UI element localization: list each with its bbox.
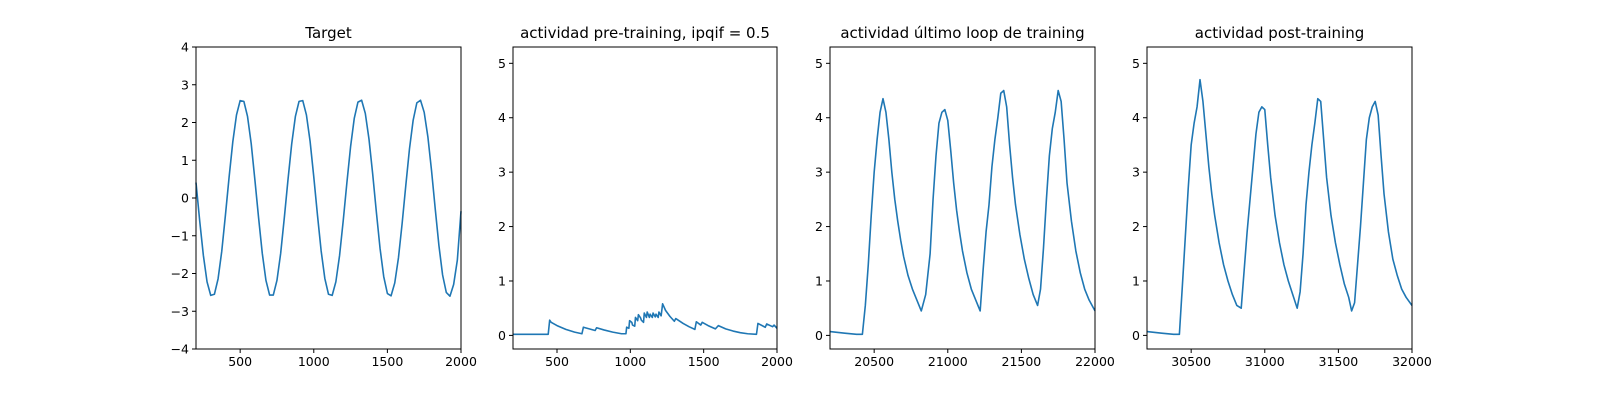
y-tick-label: −1 [171,228,189,243]
y-tick-label: 2 [815,219,823,234]
chart-panel-3: 20500 21000 21500 22000 0 1 2 3 4 5 actividad últi… [815,24,1115,369]
y-tick-label: 0 [815,328,823,343]
x-tick-label: 20500 [854,354,894,369]
y-tick-label: 3 [498,165,506,180]
y-tick-label: 0 [1132,328,1140,343]
axes-frame [195,46,462,350]
x-tick-label: 31000 [1245,354,1285,369]
x-tick-label: 1500 [371,354,403,369]
y-tick-label: 4 [1132,110,1140,125]
y-tick-label: 5 [498,56,506,71]
y-tick-label: −4 [171,342,189,357]
axes-frame [829,46,1096,350]
x-tick-label: 1000 [614,354,646,369]
y-tick-label: 4 [815,110,823,125]
x-tick-label: 2000 [761,354,793,369]
x-tick-label: 1500 [688,354,720,369]
y-tick-label: 2 [498,219,506,234]
x-tick-label: 30500 [1171,354,1211,369]
chart-title: actividad último loop de training [840,24,1084,42]
x-tick-label: 1000 [298,354,330,369]
x-tick-label: 2000 [445,354,477,369]
series-line-1-1 [195,99,462,297]
chart-panel-1: 500 1000 1500 2000 −4 −3 −2 −1 0 1 2 3 4 Target [171,24,477,369]
y-tick-label: −2 [171,266,189,281]
x-tick-label: 22000 [1075,354,1115,369]
series-line-2-1 [513,303,778,336]
y-tick-label: 5 [1132,56,1140,71]
chart-title: actividad post-training [1195,24,1364,42]
y-tick-label: 2 [1132,219,1140,234]
y-tick-label: 1 [815,273,823,288]
chart-panel-4: 30500 31000 31500 32000 0 1 2 3 4 5 actividad post… [1132,24,1432,369]
y-tick-label: 2 [181,115,189,130]
y-tick-label: 5 [815,56,823,71]
x-tick-label: 21000 [928,354,968,369]
series-line-4-1 [1146,78,1413,336]
x-tick-label: 21500 [1002,354,1042,369]
y-tick-label: −3 [171,304,189,319]
x-tick-label: 31500 [1319,354,1359,369]
y-tick-label: 0 [498,328,506,343]
y-tick-label: 0 [181,191,189,206]
x-tick-label: 32000 [1392,354,1432,369]
series-line-3-1 [829,89,1096,336]
y-tick-label: 3 [1132,165,1140,180]
y-tick-label: 1 [1132,273,1140,288]
chart-title: Target [304,24,352,42]
chart-panel-2: 500 1000 1500 2000 0 1 2 3 4 5 actividad pre-train… [498,24,793,369]
y-tick-label: 4 [181,40,189,55]
axes-frame [512,46,778,350]
y-tick-label: 1 [181,153,189,168]
axes-frame [1146,46,1413,350]
x-tick-label: 500 [228,354,252,369]
chart-title: actividad pre-training, ipqif = 0.5 [520,24,770,42]
y-tick-label: 3 [181,77,189,92]
x-tick-label: 500 [545,354,569,369]
y-tick-label: 1 [498,273,506,288]
y-tick-label: 3 [815,165,823,180]
y-tick-label: 4 [498,110,506,125]
